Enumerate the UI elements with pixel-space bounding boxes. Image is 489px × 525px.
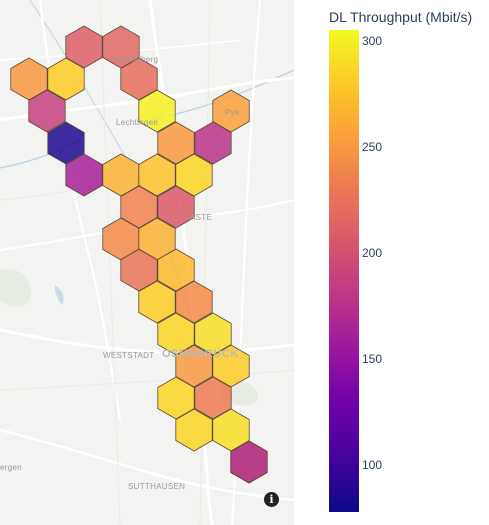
hexbin-cell[interactable] (65, 153, 103, 197)
hexbin-cell[interactable] (138, 89, 176, 133)
hexbin-layer (10, 25, 268, 484)
map-base (0, 0, 294, 525)
hexbin-cell[interactable] (157, 185, 195, 229)
place-label-pye: Pye (225, 108, 240, 117)
info-icon[interactable]: i (264, 492, 279, 507)
colorbar-tick-label: 100 (362, 458, 383, 473)
place-label-aste: ASTE (190, 213, 213, 222)
hexbin-cell[interactable] (194, 121, 232, 165)
place-label-ergen: ergen (0, 463, 22, 472)
colorbar-title: DL Throughput (Mbit/s) (329, 9, 473, 25)
hexbin-cell[interactable] (175, 408, 213, 452)
colorbar (329, 30, 359, 512)
place-label-westerberg: Westerberg (114, 55, 159, 64)
hexbin-cell[interactable] (138, 280, 176, 324)
map-canvas[interactable]: Westerberg Lechtingen Pye ASTE WESTSTADT… (0, 0, 294, 525)
colorbar-tick-label: 250 (362, 139, 383, 154)
place-label-sutthausen: SUTTHAUSEN (128, 482, 186, 491)
place-label-lechtingen: Lechtingen (116, 118, 159, 127)
hexbin-cell[interactable] (28, 89, 66, 133)
colorbar-tick-label: 150 (362, 352, 383, 367)
colorbar-tick-label: 300 (362, 33, 383, 48)
hexbin-cell[interactable] (230, 440, 268, 484)
colorbar-tick-label: 200 (362, 245, 383, 260)
place-label-osnabrueck: OSNABRÜCK (162, 348, 239, 360)
hexbin-cell[interactable] (47, 57, 85, 101)
place-label-weststadt: WESTSTADT (103, 351, 155, 360)
